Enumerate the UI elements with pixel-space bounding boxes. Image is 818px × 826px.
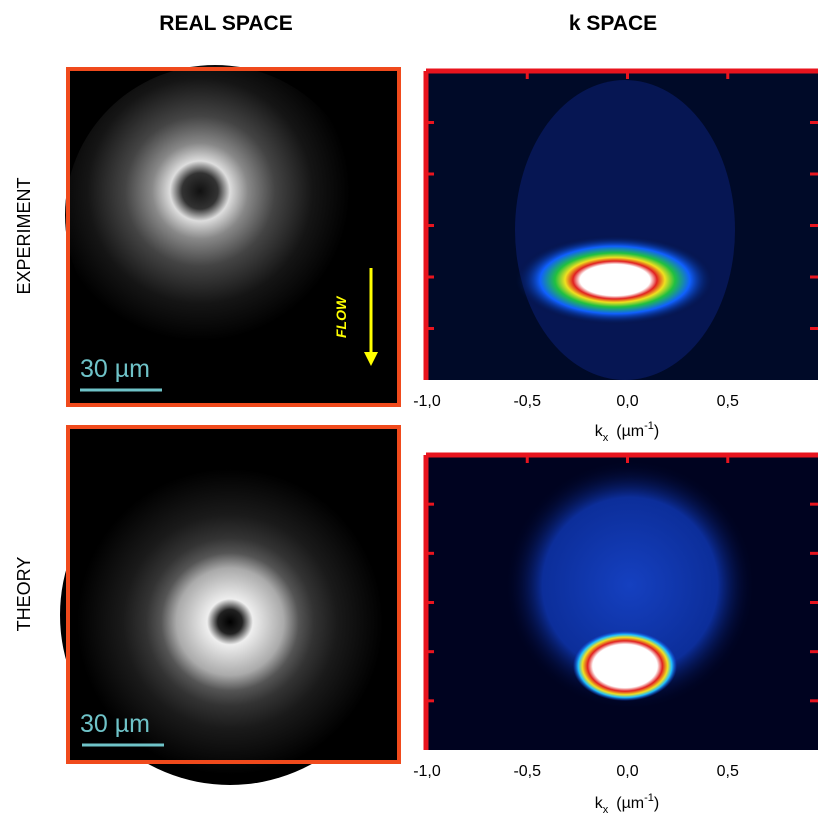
x-tick-label: 0,5 xyxy=(717,763,739,780)
axis-label-part: -1 xyxy=(644,792,654,804)
axis-label-part: (µm xyxy=(616,423,644,440)
flow-label: FLOW xyxy=(333,295,349,338)
scale-bar-label: 30 µm xyxy=(80,710,150,738)
scale-bar-label: 30 µm xyxy=(80,355,150,383)
image-panel: 30 µm xyxy=(60,425,401,785)
x-tick-label: 0,0 xyxy=(616,393,638,410)
row-label: EXPERIMENT xyxy=(14,177,34,294)
axis-label-part: k xyxy=(595,795,604,812)
axis-label-part: ) xyxy=(654,423,659,440)
column-header: REAL SPACE xyxy=(159,12,292,35)
row-label: THEORY xyxy=(14,557,34,632)
axis-label-part: k xyxy=(595,423,604,440)
column-header: k SPACE xyxy=(569,12,657,35)
axis-label-part: (µm xyxy=(616,795,644,812)
image-panel xyxy=(423,68,818,380)
axis-label: kx (µm-1) xyxy=(595,420,659,444)
axis-label-part: ) xyxy=(654,795,659,812)
x-tick-label: -1,0 xyxy=(413,763,441,780)
axis-label-part: x xyxy=(603,432,609,444)
x-tick-label: -0,5 xyxy=(513,393,541,410)
x-tick-label: 0,0 xyxy=(616,763,638,780)
x-tick-label: -1,0 xyxy=(413,393,441,410)
axis-label: kx (µm-1) xyxy=(595,792,659,816)
x-tick-label: -0,5 xyxy=(513,763,541,780)
image-panel: 30 µm FLOW xyxy=(65,65,401,407)
x-tick-label: 0,5 xyxy=(717,393,739,410)
axis-label-part: -1 xyxy=(644,420,654,432)
axis-label-part: x xyxy=(603,804,609,816)
image-panel xyxy=(423,452,818,750)
